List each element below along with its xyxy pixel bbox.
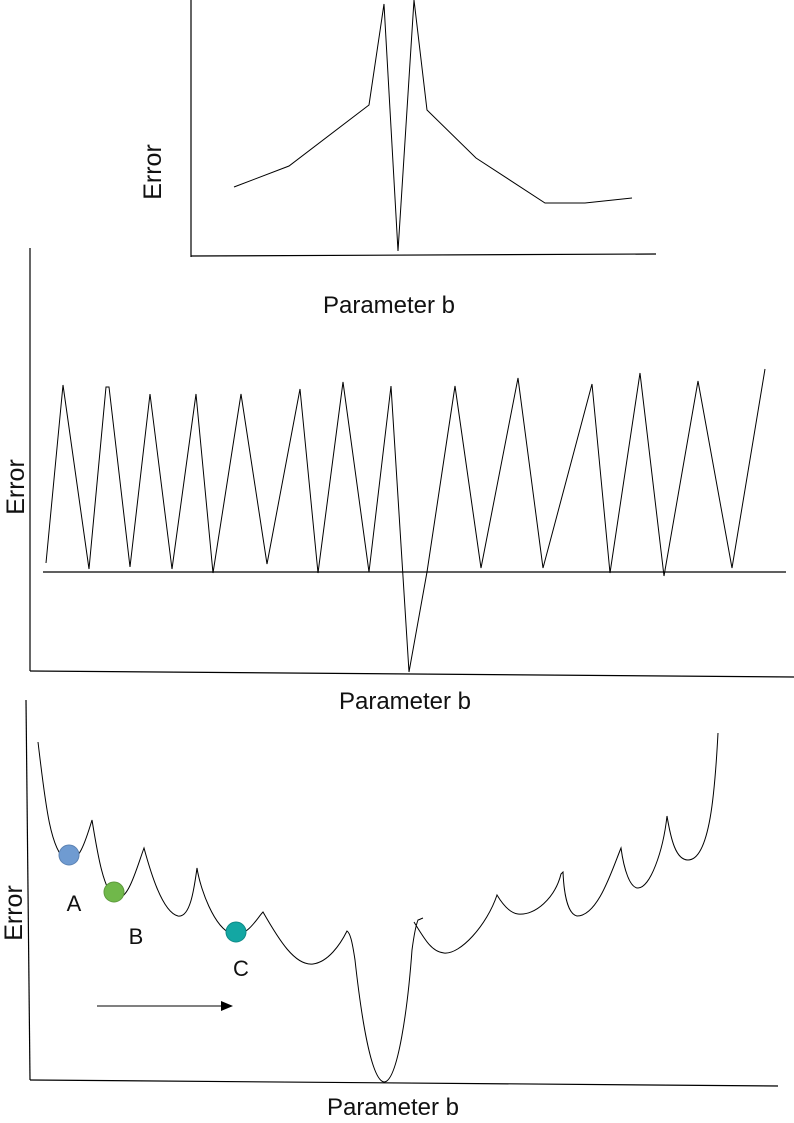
ball-c — [225, 921, 247, 943]
top-x-axis — [190, 253, 657, 257]
bottom-error-curve — [37, 732, 719, 1083]
top-y-label: Error — [139, 144, 167, 200]
top-x-label: Parameter b — [323, 292, 455, 319]
top-panel: Error Parameter b — [139, 0, 657, 319]
bottom-y-axis — [25, 699, 31, 1081]
top-error-curve — [233, 0, 633, 252]
bottom-x-axis — [29, 1079, 779, 1087]
middle-x-axis — [29, 670, 794, 678]
middle-x-label: Parameter b — [339, 688, 471, 715]
middle-panel: Error Parameter b — [2, 248, 794, 715]
ball-b-label: B — [129, 924, 144, 949]
bottom-x-label: Parameter b — [327, 1094, 459, 1121]
middle-y-label: Error — [2, 459, 30, 515]
ball-b — [103, 881, 125, 903]
bottom-panel: A B C Error Parameter b — [0, 699, 779, 1121]
ball-a-label: A — [67, 891, 82, 916]
ball-a — [58, 844, 80, 866]
bottom-y-label: Error — [0, 885, 28, 941]
middle-error-curve — [45, 368, 766, 673]
ball-c-label: C — [233, 956, 249, 981]
